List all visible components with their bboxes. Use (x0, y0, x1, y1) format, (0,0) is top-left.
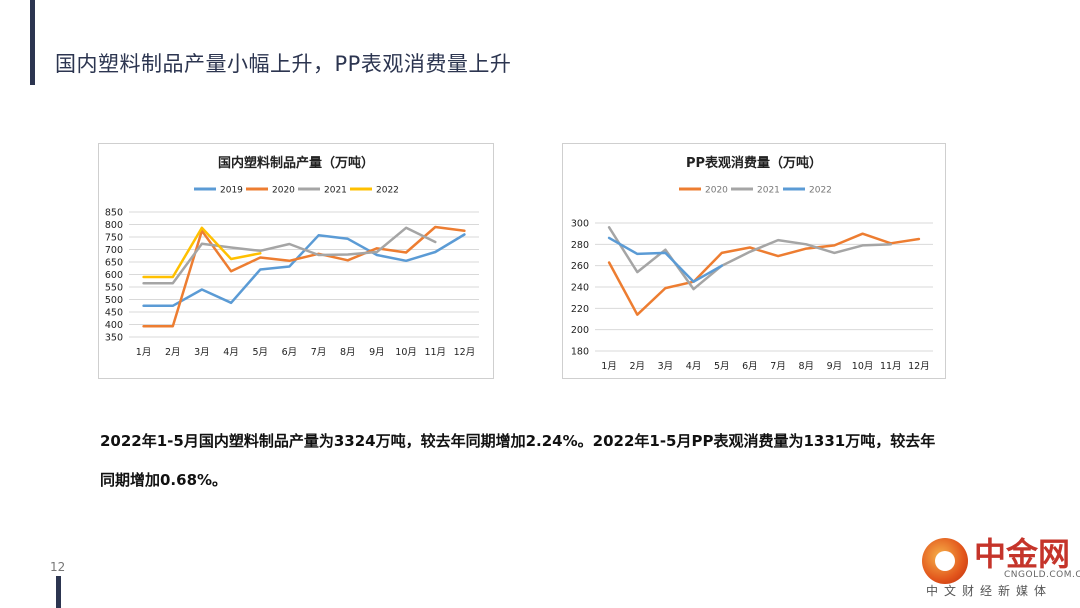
y-tick-label: 800 (105, 220, 123, 231)
x-tick-label: 9月 (827, 361, 843, 372)
logo-slogan: 中文财经新媒体 (926, 584, 1053, 598)
legend-label-2021: 2021 (324, 186, 347, 196)
y-tick-label: 220 (571, 304, 589, 315)
legend-label-2021: 2021 (757, 186, 780, 196)
y-tick-label: 200 (571, 325, 589, 336)
x-tick-label: 3月 (658, 361, 674, 372)
legend-label-2022: 2022 (376, 186, 399, 196)
page-title: 国内塑料制品产量小幅上升，PP表观消费量上升 (55, 52, 512, 76)
x-tick-label: 5月 (252, 347, 268, 358)
chart-title: PP表观消费量（万吨） (686, 155, 822, 171)
legend-label-2019: 2019 (220, 186, 243, 196)
footer-accent-bar (56, 576, 61, 608)
chart-title: 国内塑料制品产量（万吨） (218, 155, 374, 171)
y-tick-label: 550 (105, 283, 123, 294)
y-tick-label: 350 (105, 333, 123, 344)
x-tick-label: 11月 (424, 347, 446, 358)
plastic-production-chart: 国内塑料制品产量（万吨） 2019 2020 2021 2022 350 400 450 500… (98, 143, 494, 379)
logo-emblem-icon (922, 538, 968, 584)
x-tick-label: 9月 (369, 347, 385, 358)
x-tick-label: 1月 (136, 347, 152, 358)
series-line-2021 (142, 226, 437, 285)
y-tick-label: 750 (105, 233, 123, 244)
summary-text-line-1: 2022年1-5月国内塑料制品产量为3324万吨，较去年同期增加2.24%。20… (100, 432, 936, 450)
y-tick-label: 300 (571, 219, 589, 230)
y-tick-label: 180 (571, 347, 589, 358)
x-tick-label: 10月 (395, 347, 417, 358)
cngold-logo: 中金网 CNGOLD.COM.CN 中文财经新媒体 (912, 532, 1080, 602)
pp-consumption-chart: PP表观消费量（万吨） 2020 2021 2022 180 200 220 240 260 28… (562, 143, 946, 379)
series-line-2021 (607, 226, 893, 291)
x-tick-label: 2月 (629, 361, 645, 372)
x-tick-label: 4月 (223, 347, 239, 358)
x-tick-label: 8月 (340, 347, 356, 358)
title-accent-bar (30, 0, 35, 85)
x-tick-label: 10月 (852, 361, 874, 372)
legend-label-2022: 2022 (809, 186, 832, 196)
x-tick-label: 12月 (454, 347, 476, 358)
x-tick-label: 6月 (742, 361, 758, 372)
series-line-2019 (142, 233, 466, 308)
y-tick-label: 400 (105, 320, 123, 331)
pp-consumption-chart-svg: PP表观消费量（万吨） 2020 2021 2022 180 200 220 240 260 28… (571, 155, 933, 372)
x-tick-label: 12月 (908, 361, 930, 372)
x-tick-label: 1月 (601, 361, 617, 372)
series-line-2020 (607, 232, 921, 316)
x-tick-label: 7月 (311, 347, 327, 358)
x-tick-label: 2月 (165, 347, 181, 358)
legend-label-2020: 2020 (272, 186, 295, 196)
x-tick-label: 3月 (194, 347, 210, 358)
series-line-2022 (607, 236, 724, 283)
summary-text-line-2: 同期增加0.68%。 (100, 471, 228, 489)
y-tick-label: 280 (571, 240, 589, 251)
series-line-2022 (142, 226, 262, 279)
logo-name: 中金网 (974, 535, 1071, 573)
x-tick-label: 5月 (714, 361, 730, 372)
x-tick-label: 8月 (798, 361, 814, 372)
legend-label-2020: 2020 (705, 186, 728, 196)
x-tick-label: 6月 (282, 347, 298, 358)
x-tick-label: 4月 (686, 361, 702, 372)
y-tick-label: 500 (105, 295, 123, 306)
series-line-2020 (142, 225, 466, 328)
logo-domain: CNGOLD.COM.CN (1004, 570, 1080, 580)
y-tick-label: 450 (105, 308, 123, 319)
y-tick-label: 850 (105, 208, 123, 219)
y-tick-label: 240 (571, 283, 589, 294)
y-tick-label: 260 (571, 261, 589, 272)
y-tick-label: 600 (105, 270, 123, 281)
y-tick-label: 650 (105, 258, 123, 269)
x-tick-label: 11月 (880, 361, 902, 372)
x-tick-label: 7月 (770, 361, 786, 372)
page-number: 12 (50, 560, 66, 574)
y-tick-label: 700 (105, 245, 123, 256)
